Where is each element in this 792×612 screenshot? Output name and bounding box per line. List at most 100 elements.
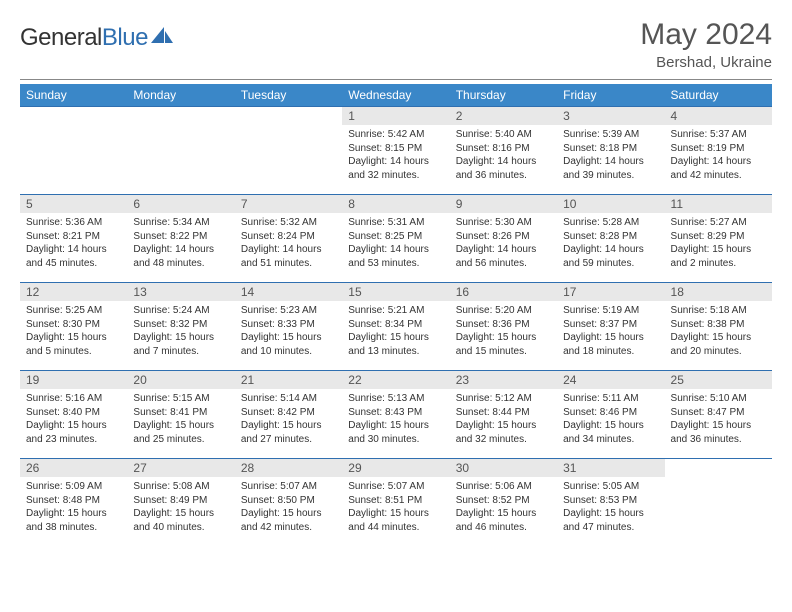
calendar-cell: 5Sunrise: 5:36 AMSunset: 8:21 PMDaylight… — [20, 195, 127, 283]
day-number: 9 — [450, 195, 557, 213]
day-details: Sunrise: 5:39 AMSunset: 8:18 PMDaylight:… — [557, 125, 664, 186]
day-details: Sunrise: 5:09 AMSunset: 8:48 PMDaylight:… — [20, 477, 127, 538]
day-number: 8 — [342, 195, 449, 213]
sunset-text: Sunset: 8:38 PM — [671, 318, 766, 332]
daylight-text: Daylight: 15 hours and 25 minutes. — [133, 419, 228, 446]
sunset-text: Sunset: 8:49 PM — [133, 494, 228, 508]
sunrise-text: Sunrise: 5:20 AM — [456, 304, 551, 318]
day-number: 16 — [450, 283, 557, 301]
day-number: 5 — [20, 195, 127, 213]
daylight-text: Daylight: 15 hours and 15 minutes. — [456, 331, 551, 358]
daylight-text: Daylight: 15 hours and 30 minutes. — [348, 419, 443, 446]
calendar-cell: 1Sunrise: 5:42 AMSunset: 8:15 PMDaylight… — [342, 107, 449, 195]
brand-word-1: General — [20, 24, 102, 51]
sunrise-text: Sunrise: 5:30 AM — [456, 216, 551, 230]
calendar-cell: 22Sunrise: 5:13 AMSunset: 8:43 PMDayligh… — [342, 371, 449, 459]
sunrise-text: Sunrise: 5:18 AM — [671, 304, 766, 318]
day-number: 23 — [450, 371, 557, 389]
calendar-cell: 15Sunrise: 5:21 AMSunset: 8:34 PMDayligh… — [342, 283, 449, 371]
sunrise-text: Sunrise: 5:40 AM — [456, 128, 551, 142]
calendar-cell: 27Sunrise: 5:08 AMSunset: 8:49 PMDayligh… — [127, 459, 234, 547]
calendar-cell: 24 Sunrise: 5:11 AMSunset: 8:46 PMDayligh… — [557, 371, 664, 459]
day-number: 25 — [665, 371, 772, 389]
daylight-text: Daylight: 14 hours and 51 minutes. — [241, 243, 336, 270]
calendar-cell: 17Sunrise: 5:19 AMSunset: 8:37 PMDayligh… — [557, 283, 664, 371]
sunset-text: Sunset: 8:15 PM — [348, 142, 443, 156]
daylight-text: Daylight: 15 hours and 34 minutes. — [563, 419, 658, 446]
day-number: 28 — [235, 459, 342, 477]
sunrise-text: Sunrise: 5:32 AM — [241, 216, 336, 230]
daylight-text: Daylight: 15 hours and 42 minutes. — [241, 507, 336, 534]
daylight-text: Daylight: 15 hours and 47 minutes. — [563, 507, 658, 534]
day-number: 22 — [342, 371, 449, 389]
day-details: Sunrise: 5:31 AMSunset: 8:25 PMDaylight:… — [342, 213, 449, 274]
sunset-text: Sunset: 8:21 PM — [26, 230, 121, 244]
calendar-cell: 20Sunrise: 5:15 AMSunset: 8:41 PMDayligh… — [127, 371, 234, 459]
sunrise-text: Sunrise: 5:27 AM — [671, 216, 766, 230]
sunrise-text: Sunrise: 5:34 AM — [133, 216, 228, 230]
daylight-text: Daylight: 15 hours and 32 minutes. — [456, 419, 551, 446]
sunset-text: Sunset: 8:25 PM — [348, 230, 443, 244]
brand-logo: GeneralBlue — [20, 18, 173, 52]
sunrise-text: Sunrise: 5:23 AM — [241, 304, 336, 318]
sunrise-text: Sunrise: 5:42 AM — [348, 128, 443, 142]
day-details: Sunrise: 5:15 AMSunset: 8:41 PMDaylight:… — [127, 389, 234, 450]
sunset-text: Sunset: 8:40 PM — [26, 406, 121, 420]
day-number: 4 — [665, 107, 772, 125]
sunrise-text: Sunrise: 5:16 AM — [26, 392, 121, 406]
weekday-header-row: Sunday Monday Tuesday Wednesday Thursday… — [20, 84, 772, 107]
brand-text: GeneralBlue — [20, 24, 148, 52]
calendar-cell: 28Sunrise: 5:07 AMSunset: 8:50 PMDayligh… — [235, 459, 342, 547]
sunrise-text: Sunrise: 5:25 AM — [26, 304, 121, 318]
sunrise-text: Sunrise: 5:31 AM — [348, 216, 443, 230]
calendar-cell: 26Sunrise: 5:09 AMSunset: 8:48 PMDayligh… — [20, 459, 127, 547]
weekday-header: Thursday — [450, 84, 557, 107]
daylight-text: Daylight: 15 hours and 23 minutes. — [26, 419, 121, 446]
sunrise-text: Sunrise: 5:21 AM — [348, 304, 443, 318]
location-subtitle: Bershad, Ukraine — [640, 54, 772, 71]
daylight-text: Daylight: 15 hours and 2 minutes. — [671, 243, 766, 270]
sunrise-text: Sunrise: 5:11 AM — [563, 392, 658, 406]
weekday-header: Wednesday — [342, 84, 449, 107]
sunset-text: Sunset: 8:36 PM — [456, 318, 551, 332]
calendar-cell: 30Sunrise: 5:06 AMSunset: 8:52 PMDayligh… — [450, 459, 557, 547]
calendar-cell: 3Sunrise: 5:39 AMSunset: 8:18 PMDaylight… — [557, 107, 664, 195]
weekday-header: Sunday — [20, 84, 127, 107]
day-details: Sunrise: 5:21 AMSunset: 8:34 PMDaylight:… — [342, 301, 449, 362]
calendar-cell — [235, 107, 342, 195]
day-details: Sunrise: 5:32 AMSunset: 8:24 PMDaylight:… — [235, 213, 342, 274]
day-details: Sunrise: 5:07 AMSunset: 8:51 PMDaylight:… — [342, 477, 449, 538]
sunset-text: Sunset: 8:46 PM — [563, 406, 658, 420]
sunrise-text: Sunrise: 5:07 AM — [348, 480, 443, 494]
sunset-text: Sunset: 8:19 PM — [671, 142, 766, 156]
sunset-text: Sunset: 8:18 PM — [563, 142, 658, 156]
day-number: 24 — [557, 371, 664, 389]
sunset-text: Sunset: 8:42 PM — [241, 406, 336, 420]
day-details: Sunrise: 5:07 AMSunset: 8:50 PMDaylight:… — [235, 477, 342, 538]
day-number: 3 — [557, 107, 664, 125]
day-number: 1 — [342, 107, 449, 125]
daylight-text: Daylight: 15 hours and 5 minutes. — [26, 331, 121, 358]
calendar-body: 1 Sunrise: 5:42 AMSunset: 8:15 PM Daylight… — [20, 107, 772, 547]
sunset-text: Sunset: 8:29 PM — [671, 230, 766, 244]
day-details: Sunrise: 5:28 AMSunset: 8:28 PMDaylight:… — [557, 213, 664, 274]
sunset-text: Sunset: 8:16 PM — [456, 142, 551, 156]
sunset-text: Sunset: 8:33 PM — [241, 318, 336, 332]
calendar-cell: 4Sunrise: 5:37 AMSunset: 8:19 PMDaylight… — [665, 107, 772, 195]
brand-word-2: Blue — [102, 24, 148, 51]
sunset-text: Sunset: 8:34 PM — [348, 318, 443, 332]
sunset-text: Sunset: 8:26 PM — [456, 230, 551, 244]
day-number: 31 — [557, 459, 664, 477]
calendar-cell — [127, 107, 234, 195]
day-number: 20 — [127, 371, 234, 389]
sunrise-text: Sunrise: 5:07 AM — [241, 480, 336, 494]
day-details: Sunrise: 5:27 AMSunset: 8:29 PMDaylight:… — [665, 213, 772, 274]
day-number: 15 — [342, 283, 449, 301]
sunrise-text: Sunrise: 5:10 AM — [671, 392, 766, 406]
day-number: 2 — [450, 107, 557, 125]
daylight-text: Daylight: 15 hours and 18 minutes. — [563, 331, 658, 358]
day-details: Sunrise: 5:24 AMSunset: 8:32 PMDaylight:… — [127, 301, 234, 362]
daylight-text: Daylight: 15 hours and 40 minutes. — [133, 507, 228, 534]
day-details: Sunrise: 5:30 AMSunset: 8:26 PMDaylight:… — [450, 213, 557, 274]
calendar-cell: 9Sunrise: 5:30 AMSunset: 8:26 PMDaylight… — [450, 195, 557, 283]
